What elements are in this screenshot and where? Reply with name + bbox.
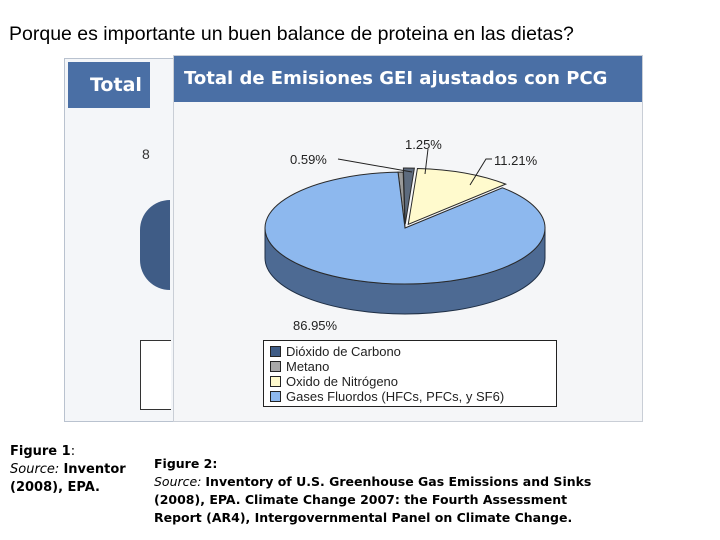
figure1-source-label: Source: [10,462,60,477]
figure2-source-label: Source: [154,474,202,489]
slice-label-gases: 11.21% [494,153,538,168]
legend-swatch [270,346,281,357]
pie-top [264,167,546,285]
legend-item: Oxido de Nitrógeno [270,374,550,389]
figure1-source-line2: (2008), EPA. [10,480,100,495]
figure2-caption: Figure 2: Source: Inventory of U.S. Gree… [154,455,662,527]
legend-label: Gases Fluordos (HFCs, PFCs, y SF6) [286,389,505,404]
legend-label: Metano [286,359,330,374]
pie-slice-gases [407,167,508,226]
figure2-caption-label: Figure 2 [154,456,213,471]
leader-oxido [424,148,429,175]
legend-label: Dióxido de Carbono [286,344,401,359]
pie-leaders [337,148,492,186]
figure1-caption-colon: : [70,444,76,459]
legend-swatch [270,376,281,387]
legend-item: Dióxido de Carbono [270,344,550,359]
chart-legend: Dióxido de Carbono Metano Oxido de Nitró… [263,340,557,407]
figure1-header: Total [68,62,150,108]
leader-metano [337,158,413,173]
chart-title: Total de Emisiones GEI ajustados con PCG [184,68,608,89]
figure2-header: Total de Emisiones GEI ajustados con PCG [174,56,642,102]
slice-label-dioxido: 86.95% [293,318,338,333]
legend-item: Gases Fluordos (HFCs, PFCs, y SF6) [270,389,550,404]
figure1-pie-fragment [140,200,170,290]
figure1-source-text: Inventor [63,462,126,477]
figure1-caption: Figure 1: Source: Inventor (2008), EPA. [10,443,155,497]
slice-label-metano: 0.59% [290,152,327,167]
legend-label: Oxido de Nitrógeno [286,374,399,389]
legend-swatch [270,391,281,402]
figure1-label-fragment: 8 [142,146,150,162]
figure1-legend-fragment [140,340,171,410]
slide-title: Porque es importante un buen balance de … [9,23,574,45]
figure2-caption-colon: : [212,456,218,471]
figure2-source-line3: Report (AR4), Intergovernmental Panel on… [154,510,573,525]
figure2-source-line2: (2008), EPA. Climate Change 2007: the Fo… [154,492,568,507]
slice-label-oxido: 1.25% [405,137,442,152]
leader-gases [469,158,492,186]
legend-swatch [270,361,281,372]
legend-item: Metano [270,359,550,374]
pie-slice-oxido [402,167,415,225]
figure2-source-line1: Inventory of U.S. Greenhouse Gas Emissio… [205,474,592,489]
pie-slice-dioxido [264,171,546,285]
figure1-caption-label: Figure 1 [10,444,71,459]
